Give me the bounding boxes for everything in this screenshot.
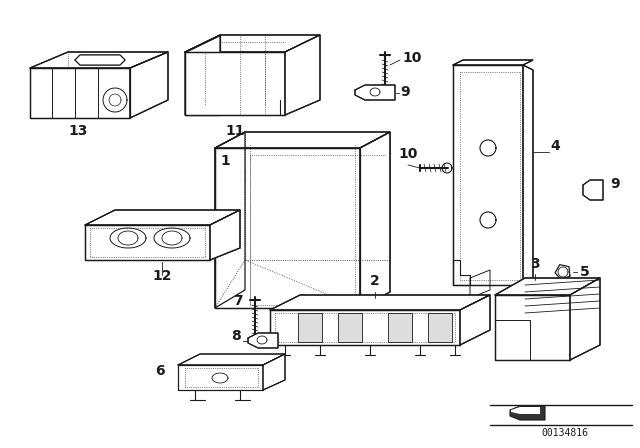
Polygon shape [75, 55, 125, 65]
Polygon shape [178, 354, 285, 365]
Text: 6: 6 [155, 364, 165, 378]
Text: 9: 9 [610, 177, 620, 191]
Polygon shape [510, 406, 545, 420]
Polygon shape [460, 295, 490, 345]
Polygon shape [285, 35, 320, 115]
Polygon shape [495, 295, 570, 360]
Polygon shape [298, 313, 322, 342]
Polygon shape [178, 365, 263, 390]
Polygon shape [453, 65, 523, 285]
Text: 2: 2 [370, 274, 380, 288]
Polygon shape [388, 313, 412, 342]
Polygon shape [215, 132, 390, 148]
Text: 12: 12 [152, 269, 172, 283]
Polygon shape [185, 52, 285, 115]
Polygon shape [270, 310, 460, 345]
Polygon shape [453, 60, 533, 65]
Text: 00134816: 00134816 [541, 428, 589, 438]
Polygon shape [185, 35, 220, 115]
Polygon shape [570, 278, 600, 360]
Polygon shape [270, 295, 490, 310]
Polygon shape [360, 132, 390, 308]
Polygon shape [338, 313, 362, 342]
Polygon shape [30, 52, 168, 68]
Text: 7: 7 [233, 294, 243, 308]
Polygon shape [248, 333, 278, 348]
Polygon shape [523, 65, 533, 290]
Polygon shape [583, 180, 603, 200]
Polygon shape [263, 354, 285, 390]
Polygon shape [85, 210, 240, 225]
Polygon shape [495, 278, 600, 295]
Polygon shape [85, 225, 210, 260]
Polygon shape [30, 68, 130, 118]
Polygon shape [210, 210, 240, 260]
Text: 3: 3 [530, 257, 540, 271]
Text: 10: 10 [402, 51, 421, 65]
Text: 4: 4 [550, 139, 560, 153]
Text: 11: 11 [225, 124, 244, 138]
Polygon shape [355, 85, 395, 100]
Text: 5: 5 [580, 265, 589, 279]
Text: 8: 8 [231, 329, 241, 343]
Polygon shape [215, 132, 245, 308]
Text: 1: 1 [220, 154, 230, 168]
Text: 9: 9 [400, 85, 410, 99]
Text: 10: 10 [398, 147, 418, 161]
Polygon shape [130, 52, 168, 118]
Polygon shape [215, 148, 360, 308]
Polygon shape [428, 313, 452, 342]
Text: 13: 13 [68, 124, 88, 138]
Polygon shape [185, 35, 320, 52]
Polygon shape [511, 407, 540, 414]
